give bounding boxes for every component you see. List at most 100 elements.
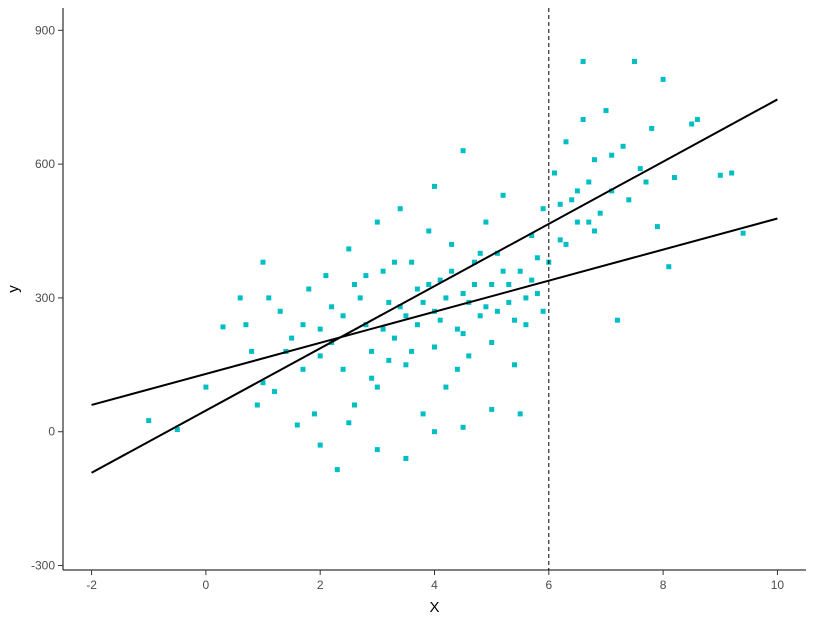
scatter-point (403, 362, 409, 368)
scatter-point (569, 197, 575, 203)
scatter-point (352, 402, 357, 408)
scatter-point (220, 324, 226, 330)
scatter-point (632, 59, 637, 64)
scatter-point (460, 424, 466, 430)
scatter-point (489, 282, 495, 287)
scatter-point (689, 121, 695, 127)
points-layer (146, 59, 746, 473)
scatter-point (397, 206, 403, 212)
scatter-point (340, 313, 346, 319)
scatter-point (317, 326, 323, 332)
scatter-point (729, 170, 735, 176)
y-tick-label: -300 (31, 559, 55, 573)
scatter-point (489, 406, 495, 412)
y-tick-label: 300 (35, 291, 55, 305)
scatter-point (420, 411, 426, 417)
fit-line-1 (91, 217, 778, 406)
scatter-point (637, 166, 643, 172)
scatter-point (420, 299, 426, 305)
scatter-point (460, 331, 466, 337)
scatter-point (392, 335, 397, 341)
scatter-point (289, 335, 295, 341)
scatter-point (294, 422, 300, 428)
scatter-point (540, 308, 546, 314)
scatter-point (574, 219, 580, 225)
y-tick-label: 600 (35, 157, 55, 171)
scatter-point (237, 295, 243, 301)
scatter-point (512, 362, 517, 368)
scatter-point (443, 295, 449, 301)
scatter-point (614, 317, 620, 323)
lines-layer (91, 98, 778, 474)
scatter-point (392, 259, 397, 265)
scatter-point (523, 322, 529, 328)
scatter-point (380, 268, 386, 274)
scatter-point (454, 366, 460, 372)
x-tick-label: 4 (431, 578, 438, 592)
scatter-point (386, 299, 392, 305)
scatter-point (609, 188, 615, 194)
scatter-point (534, 291, 540, 296)
scatter-point (672, 175, 677, 180)
scatter-point (266, 295, 272, 301)
scatter-point (374, 219, 380, 225)
scatter-point (414, 286, 420, 292)
scatter-point (334, 467, 340, 473)
scatter-point (609, 152, 615, 158)
scatter-point (409, 259, 415, 265)
scatter-point (369, 348, 375, 354)
scatter-point (272, 389, 277, 395)
x-tick-label: 8 (660, 578, 667, 592)
x-tick-label: -2 (86, 578, 97, 592)
scatter-point (454, 326, 460, 332)
scatter-point (592, 228, 597, 234)
scatter-point (694, 117, 700, 122)
x-tick-label: 6 (545, 578, 552, 592)
scatter-point (317, 442, 323, 448)
scatter-point (437, 277, 443, 283)
scatter-point (426, 282, 432, 287)
scatter-point (466, 353, 472, 359)
scatter-point (243, 322, 249, 328)
scatter-point (460, 291, 466, 296)
scatter-point (540, 206, 546, 212)
scatter-point (477, 250, 483, 256)
scatter-point (489, 340, 495, 345)
scatter-point (649, 125, 655, 131)
scatter-point (300, 322, 306, 328)
scatter-point (352, 282, 357, 287)
scatter-point (643, 179, 649, 185)
scatter-point (254, 402, 260, 408)
scatter-point (597, 210, 603, 216)
scatter-point (494, 308, 500, 314)
scatter-point (174, 427, 180, 432)
scatter-point (146, 418, 152, 424)
scatter-point (346, 420, 352, 426)
scatter-point (574, 188, 580, 194)
fit-line-2 (91, 98, 778, 474)
scatter-point (529, 233, 535, 238)
scatter-point (369, 375, 375, 381)
scatter-point (329, 304, 335, 310)
scatter-point (500, 192, 506, 198)
scatter-point (317, 353, 323, 359)
scatter-point (323, 273, 329, 279)
x-tick-label: 2 (317, 578, 324, 592)
scatter-point (517, 411, 523, 417)
scatter-point (414, 322, 420, 328)
scatter-point (523, 295, 529, 301)
scatter-point (666, 264, 672, 270)
scatter-point (357, 295, 363, 301)
scatter-point (603, 108, 609, 114)
scatter-point (472, 282, 477, 287)
scatter-point (346, 246, 352, 252)
scatter-point (620, 143, 626, 149)
scatter-point (312, 411, 317, 417)
scatter-point (500, 268, 506, 274)
scatter-point (437, 317, 443, 323)
scatter-point (717, 172, 723, 178)
scatter-point (494, 250, 500, 256)
scatter-point (506, 282, 512, 287)
scatter-point (449, 241, 455, 247)
